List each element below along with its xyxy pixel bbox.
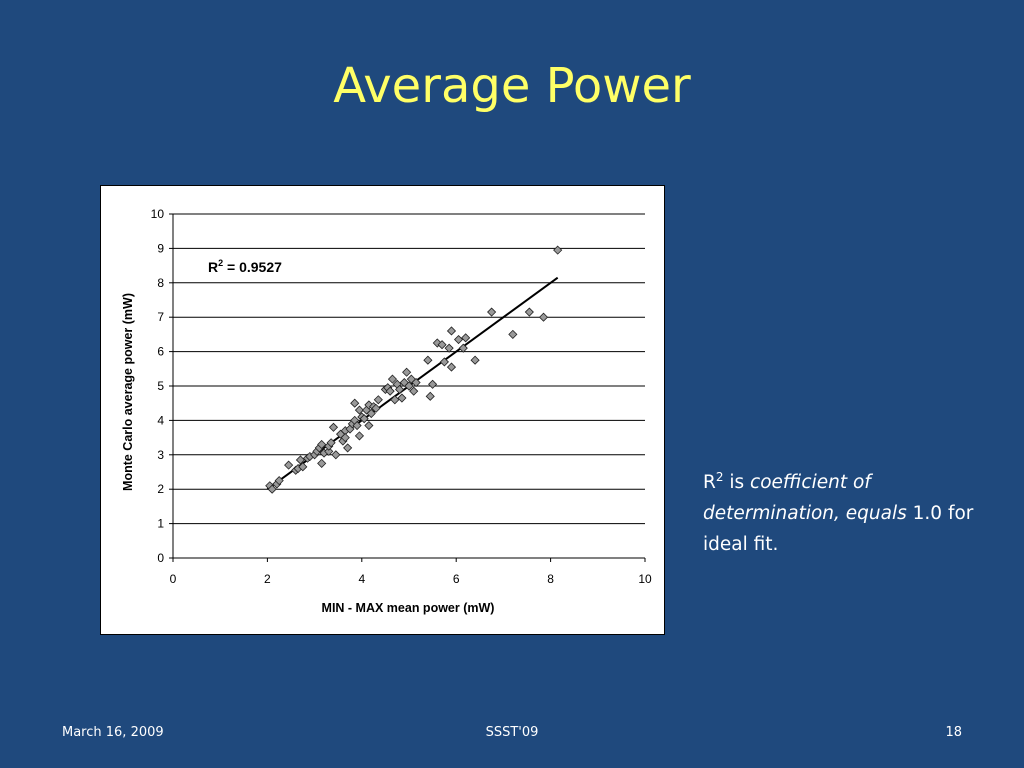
- x-tick-label: 6: [453, 572, 460, 586]
- data-point: [444, 343, 454, 353]
- x-tick-label: 10: [638, 572, 652, 586]
- data-point: [439, 357, 449, 367]
- data-point: [458, 343, 468, 353]
- data-point: [267, 484, 277, 494]
- y-tick-label: 10: [151, 207, 165, 221]
- data-points: [265, 245, 563, 494]
- y-tick-label: 5: [157, 379, 164, 393]
- note-is: is: [723, 472, 751, 493]
- x-axis-title: MIN - MAX mean power (mW): [322, 601, 495, 615]
- data-point: [359, 414, 369, 424]
- data-point: [411, 377, 421, 388]
- data-point: [274, 476, 284, 486]
- data-point: [295, 455, 306, 465]
- data-point: [461, 333, 471, 343]
- data-point: [354, 431, 365, 441]
- y-tick-label: 8: [157, 276, 164, 290]
- data-point: [446, 362, 457, 372]
- data-point: [298, 462, 308, 472]
- chart-container: 0 1 2 3 4 5 6 7 8 9 10 0 2 4 6 8 10 R2 = 0.9527 MIN - MA…: [100, 185, 665, 635]
- data-point: [402, 367, 412, 377]
- y-tick-label: 0: [157, 551, 164, 565]
- data-point: [366, 408, 376, 419]
- r-squared-note: R2 is coefficient of determination, equa…: [703, 467, 983, 560]
- y-tick-label: 7: [157, 310, 164, 324]
- data-point: [553, 245, 563, 255]
- data-point: [508, 329, 518, 339]
- data-point: [423, 355, 433, 365]
- footer-conference: SSST'09: [485, 725, 539, 740]
- y-tick-label: 2: [157, 482, 164, 496]
- y-tick-label: 6: [157, 345, 164, 359]
- r-squared-r: R: [208, 259, 218, 275]
- data-point: [326, 438, 336, 448]
- footer-page-number: 18: [945, 725, 962, 740]
- data-point: [425, 391, 435, 401]
- data-point: [352, 420, 362, 431]
- note-r: R: [703, 472, 716, 493]
- data-point: [284, 460, 294, 470]
- data-point: [385, 386, 395, 396]
- data-point: [394, 384, 405, 395]
- y-tick-label: 9: [157, 241, 164, 255]
- data-point: [538, 312, 549, 322]
- axes: [169, 213, 646, 562]
- y-tick-label: 4: [157, 413, 164, 427]
- data-point: [328, 422, 339, 432]
- data-point: [331, 450, 341, 460]
- data-point: [371, 403, 381, 413]
- note-definition: coefficient of determination, equals: [703, 472, 907, 524]
- note-rest: 1.0 for ideal fit.: [703, 503, 974, 555]
- data-point: [437, 340, 447, 350]
- data-point: [524, 307, 534, 317]
- data-point: [446, 326, 457, 336]
- data-point: [354, 405, 365, 415]
- x-tick-label: 2: [264, 572, 271, 586]
- data-point: [470, 355, 480, 365]
- note-r-sup: 2: [715, 469, 724, 484]
- data-point: [324, 446, 334, 456]
- data-point: [340, 433, 350, 443]
- y-tick-label: 1: [157, 517, 164, 531]
- data-point: [404, 381, 414, 391]
- tick-labels: 0 1 2 3 4 5 6 7 8 9 10 0 2 4 6 8 10: [151, 207, 652, 586]
- data-point: [397, 393, 407, 403]
- data-point: [373, 395, 383, 405]
- data-point: [409, 386, 419, 396]
- data-point: [350, 398, 360, 408]
- data-point: [317, 458, 327, 468]
- data-point: [387, 374, 398, 384]
- r-squared-value: = 0.9527: [223, 259, 282, 275]
- footer-date: March 16, 2009: [62, 725, 164, 740]
- data-point: [343, 443, 353, 453]
- r-squared-sup: 2: [218, 258, 223, 268]
- y-axis-title: Monte Carlo average power (mW): [121, 293, 135, 491]
- data-point: [390, 395, 400, 405]
- data-point: [487, 307, 497, 317]
- r-squared-annotation: R2 = 0.9527: [208, 258, 282, 275]
- x-tick-label: 8: [547, 572, 554, 586]
- x-tick-label: 0: [170, 572, 177, 586]
- data-point: [317, 439, 327, 450]
- y-tick-label: 3: [157, 448, 164, 462]
- x-tick-label: 4: [358, 572, 365, 586]
- slide-title: Average Power: [333, 58, 691, 114]
- data-point: [453, 334, 464, 345]
- data-point: [428, 379, 438, 389]
- data-point: [364, 420, 374, 431]
